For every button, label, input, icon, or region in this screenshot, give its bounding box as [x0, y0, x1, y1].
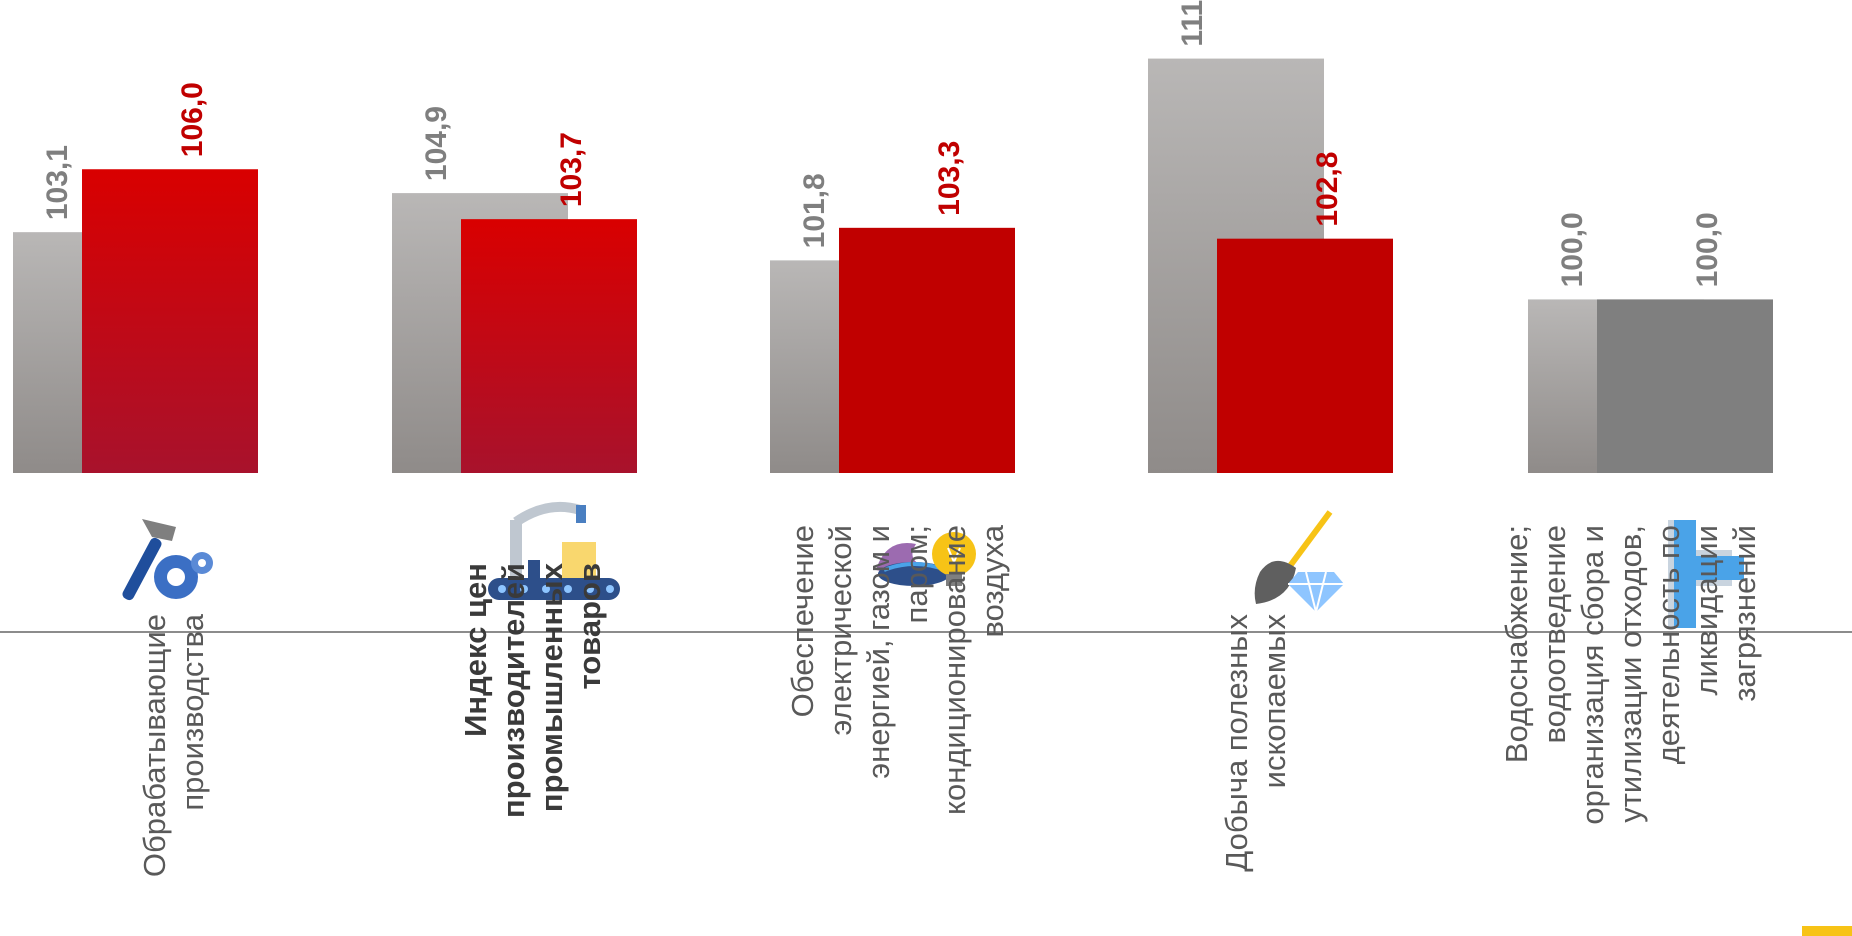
value-label-prev-1: 103,1 — [41, 145, 74, 220]
bar-current-4 — [1217, 238, 1393, 473]
category-label-5-text: Водоснабжение; водоотведение организация… — [1499, 525, 1762, 825]
value-label-current-3: 103,3 — [933, 141, 966, 216]
conveyor-robot-icon — [488, 501, 620, 600]
category-label-3: Обеспечение электрической энергией, газо… — [748, 525, 1048, 815]
value-label-prev-3: 101,8 — [798, 173, 831, 248]
hammer-gear-icon — [122, 519, 213, 601]
category-label-5: Водоснабжение; водоотведение организация… — [1481, 525, 1781, 825]
bar-current-3 — [839, 227, 1015, 473]
value-label-prev-5: 100,0 — [1556, 212, 1589, 287]
category-label-1: Обрабатывающие производства — [24, 614, 324, 877]
value-label-prev-4: 111,1 — [1176, 0, 1209, 47]
bar-current-5 — [1597, 299, 1773, 473]
category-label-4-text: Добыча полезных ископаемых — [1219, 614, 1292, 872]
water-pipe-icon — [1668, 520, 1744, 628]
value-label-current-5: 100,0 — [1691, 212, 1724, 287]
bars-layer — [13, 58, 1773, 473]
bar-current-1 — [82, 169, 258, 473]
value-label-current-4: 102,8 — [1311, 152, 1344, 227]
gas-flame-bulb-icon — [876, 532, 976, 586]
category-label-2-text: Индекс цен производителей промышленных т… — [458, 563, 607, 818]
category-label-3-text: Обеспечение электрической энергией, газо… — [785, 525, 1010, 815]
bar-current-2 — [461, 219, 637, 473]
value-label-current-1: 106,0 — [176, 82, 209, 157]
value-labels-layer: 103,1 106,0 104,9 103,7 101,8 103,3 111,1 102,8… — [41, 0, 1724, 287]
value-label-current-2: 103,7 — [555, 132, 588, 207]
category-label-4: Добыча полезных ископаемых — [1106, 614, 1406, 872]
category-label-2: Индекс цен производителей промышленных т… — [383, 563, 683, 818]
shovel-diamond-icon — [1254, 510, 1344, 613]
corner-accent — [1802, 926, 1852, 936]
value-label-prev-2: 104,9 — [420, 106, 453, 181]
category-label-1-text: Обрабатывающие производства — [137, 614, 210, 878]
